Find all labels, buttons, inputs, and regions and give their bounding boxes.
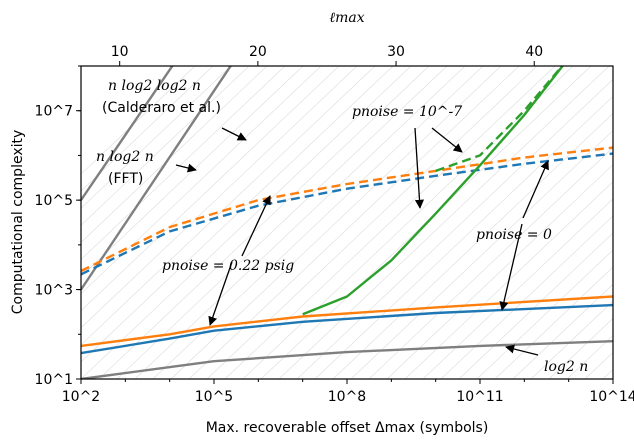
guide-line xyxy=(81,66,340,312)
guide-line xyxy=(548,317,613,379)
x-tick-label: 10^8 xyxy=(328,389,366,405)
top-tick-label: 20 xyxy=(249,44,267,60)
guide-line xyxy=(296,78,613,379)
guide-line xyxy=(314,95,613,379)
top-tick-label: 40 xyxy=(525,44,543,60)
annotation-layer: n log2 log2 n (Calderaro et al.) n log2 n (… xyxy=(96,78,588,375)
annotation-label: pnoise = 10^-7 xyxy=(352,104,462,120)
series-line-2 xyxy=(81,66,233,291)
series-line-3 xyxy=(81,340,613,379)
guide-line xyxy=(170,66,502,379)
annotation-label: n log2 log2 n xyxy=(108,78,201,94)
annotation-label: (FFT) xyxy=(108,171,143,187)
annotation-label: (Calderaro et al.) xyxy=(102,100,221,116)
y-tick-label: 10^7 xyxy=(35,104,73,120)
guide-line xyxy=(81,66,250,226)
guide-line xyxy=(81,66,322,295)
series-line-1 xyxy=(81,66,174,201)
guide-line xyxy=(81,66,376,346)
annotation-label: n log2 n xyxy=(96,149,154,165)
annotation-arrow xyxy=(221,127,247,141)
guide-line xyxy=(350,130,613,379)
x-tick-label: 10^11 xyxy=(456,389,503,405)
guide-line xyxy=(476,249,613,379)
annotation-arrow xyxy=(522,160,549,219)
annotation-arrow xyxy=(414,127,425,209)
annotation-arrow xyxy=(499,223,523,311)
guide-line xyxy=(386,164,613,379)
guide-line xyxy=(621,66,634,379)
ticks-layer: 10^2 10^5 10^8 10^11 10^14 10^1 10^3 10^5 10^7 10… xyxy=(35,44,634,405)
y-tick-label: 10^3 xyxy=(35,283,73,299)
top-axis-label: ℓmax xyxy=(329,10,364,26)
guide-line xyxy=(81,66,232,209)
guide-line xyxy=(458,232,613,379)
guide-line xyxy=(81,66,304,277)
annotation-arrow xyxy=(175,163,197,173)
guide-line xyxy=(98,66,430,379)
annotation-arrow xyxy=(208,261,233,326)
guide-line xyxy=(224,66,556,379)
series-layer xyxy=(81,66,613,379)
annotation-arrow xyxy=(241,195,271,257)
guide-line xyxy=(368,147,613,379)
x-tick-label: 10^5 xyxy=(195,389,233,405)
annotation-label: pnoise = 0 xyxy=(476,227,552,243)
annotation-arrow xyxy=(431,127,463,153)
guide-line xyxy=(584,352,613,379)
guide-line xyxy=(404,181,613,379)
annotation-label: pnoise = 0.22 psig xyxy=(162,258,294,274)
x-tick-label: 10^14 xyxy=(589,389,634,405)
guide-line xyxy=(81,66,412,379)
guide-line xyxy=(134,66,466,379)
series-line-5 xyxy=(81,303,613,355)
top-tick-label: 10 xyxy=(111,44,129,60)
annotation-arrow xyxy=(505,344,539,356)
x-tick-label: 10^2 xyxy=(62,389,100,405)
diagonal-guide-lines xyxy=(81,66,634,379)
guide-line xyxy=(332,113,613,379)
y-axis-label: Computational complexity xyxy=(10,130,26,315)
guide-line xyxy=(81,66,196,175)
guide-line xyxy=(81,66,394,363)
guide-line xyxy=(530,300,613,379)
series-line-9 xyxy=(435,66,564,173)
guide-line xyxy=(81,66,268,243)
guide-line xyxy=(566,334,613,379)
guide-line xyxy=(116,66,448,379)
guide-line xyxy=(422,198,613,379)
guide-line xyxy=(494,266,613,379)
top-tick-label: 30 xyxy=(387,44,405,60)
x-axis-label: Max. recoverable offset Δmax (symbols) xyxy=(206,420,489,436)
y-tick-label: 10^1 xyxy=(35,372,73,388)
guide-line xyxy=(512,283,613,379)
series-line-8 xyxy=(302,66,565,316)
guide-line xyxy=(81,66,214,192)
annotation-label: log2 n xyxy=(544,359,588,375)
guide-line xyxy=(602,369,613,379)
series-line-4 xyxy=(81,295,613,348)
series-line-7 xyxy=(81,152,613,276)
y-tick-label: 10^5 xyxy=(35,193,73,209)
series-line-6 xyxy=(81,146,613,273)
guide-line xyxy=(278,66,610,379)
guide-line xyxy=(440,215,613,379)
guide-line xyxy=(81,66,286,260)
guide-line xyxy=(81,66,358,329)
